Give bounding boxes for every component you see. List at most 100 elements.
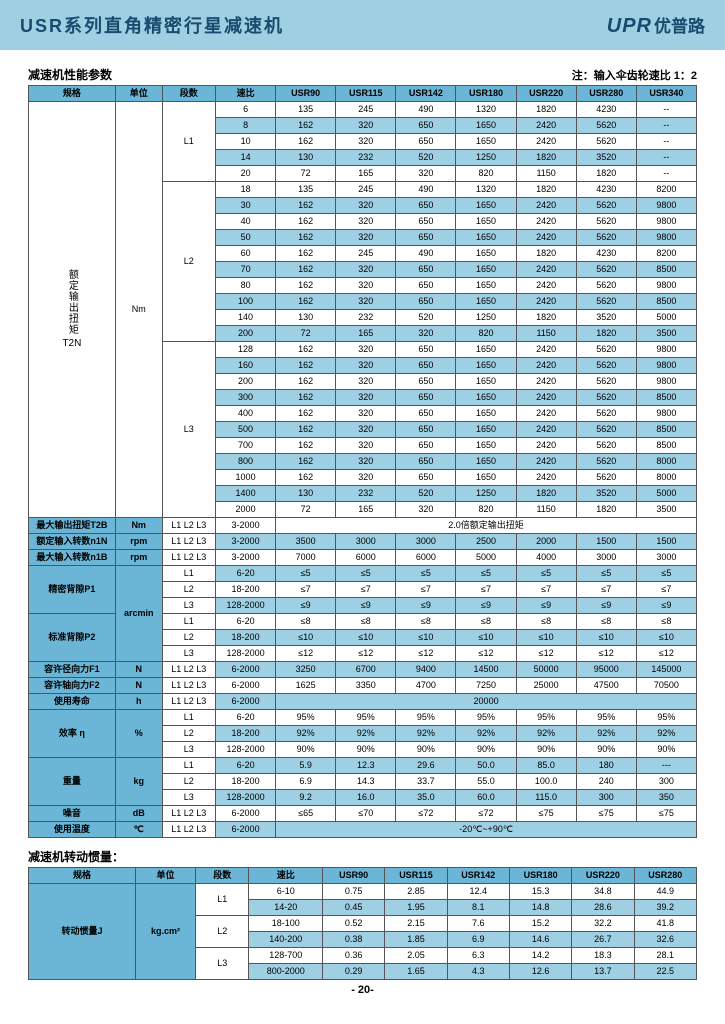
cell: 650 — [396, 118, 456, 134]
cell: 8200 — [636, 246, 696, 262]
cell: 5620 — [576, 454, 636, 470]
cell: ≤7 — [456, 582, 516, 598]
cell: 14 — [216, 150, 276, 166]
cell: 6-20 — [216, 566, 276, 582]
cell: 180 — [576, 758, 636, 774]
cell: 6-2000 — [216, 822, 276, 838]
cell: 6-2000 — [216, 678, 276, 694]
cell: ≤8 — [396, 614, 456, 630]
cell: 90% — [636, 742, 696, 758]
cell: 1250 — [456, 310, 516, 326]
table-row: 使用温度℃L1 L2 L36-2000-20℃~+90℃ — [29, 822, 697, 838]
cell: 0.36 — [322, 948, 384, 964]
segment: L1 L2 L3 — [162, 806, 215, 822]
cell: 95% — [636, 710, 696, 726]
cell: 10 — [216, 134, 276, 150]
cell: 8000 — [636, 470, 696, 486]
cell: ≤10 — [456, 630, 516, 646]
col-header: USR340 — [636, 86, 696, 102]
cell: 6000 — [396, 550, 456, 566]
cell: 520 — [396, 486, 456, 502]
cell: 162 — [276, 406, 336, 422]
cell: ≤5 — [336, 566, 396, 582]
cell: 1320 — [456, 182, 516, 198]
cell: 1.95 — [385, 900, 447, 916]
cell: 320 — [336, 390, 396, 406]
cell: 2420 — [516, 230, 576, 246]
cell: 6.9 — [447, 932, 509, 948]
cell: 320 — [396, 166, 456, 182]
row-label: 最大输入转数n1B — [29, 550, 116, 566]
cell: 1820 — [516, 182, 576, 198]
cell: 0.52 — [322, 916, 384, 932]
cell: 165 — [336, 166, 396, 182]
cell: 400 — [216, 406, 276, 422]
cell: 320 — [336, 454, 396, 470]
cell: 92% — [576, 726, 636, 742]
cell: 2420 — [516, 118, 576, 134]
cell: ≤7 — [636, 582, 696, 598]
cell: 135 — [276, 182, 336, 198]
cell: 1650 — [456, 470, 516, 486]
segment: L1 L2 L3 — [162, 550, 215, 566]
segment: L1 — [162, 614, 215, 630]
cell: 162 — [276, 262, 336, 278]
cell: 3500 — [636, 326, 696, 342]
cell: 200 — [216, 326, 276, 342]
table-row: 规格单位段数速比USR90USR115USR142USR180USR220USR… — [29, 868, 697, 884]
table1-title: 减速机性能参数 — [28, 66, 112, 83]
cell: 1650 — [456, 118, 516, 134]
cell: 5620 — [576, 278, 636, 294]
cell: 320 — [336, 230, 396, 246]
cell: 500 — [216, 422, 276, 438]
cell: -- — [636, 134, 696, 150]
cell: 5620 — [576, 358, 636, 374]
cell: 5620 — [576, 390, 636, 406]
cell: 47500 — [576, 678, 636, 694]
cell: 7.6 — [447, 916, 509, 932]
cell: 200 — [216, 374, 276, 390]
cell: 820 — [456, 326, 516, 342]
cell: 320 — [336, 262, 396, 278]
cell: 5620 — [576, 438, 636, 454]
cell: ≤10 — [576, 630, 636, 646]
col-header: USR220 — [516, 86, 576, 102]
cell: 39.2 — [634, 900, 696, 916]
cell: 2420 — [516, 470, 576, 486]
content: 减速机性能参数 注：输入伞齿轮速比 1：2 规格单位段数速比USR90USR11… — [0, 50, 725, 1006]
cell: ≤12 — [516, 646, 576, 662]
cell: 650 — [396, 342, 456, 358]
page-title: USR系列直角精密行星减速机 — [20, 12, 284, 38]
logo-cn: 优普路 — [654, 12, 705, 37]
cell: 14.6 — [509, 932, 571, 948]
cell: 9800 — [636, 214, 696, 230]
cell: 70 — [216, 262, 276, 278]
cell: 320 — [336, 470, 396, 486]
cell: 6-2000 — [216, 806, 276, 822]
cell: 5.9 — [276, 758, 336, 774]
cell: 5620 — [576, 470, 636, 486]
cell: 320 — [396, 502, 456, 518]
unit: N — [115, 678, 162, 694]
cell: 162 — [276, 118, 336, 134]
segment: L2 — [162, 182, 215, 342]
cell: 3500 — [636, 502, 696, 518]
unit: ℃ — [115, 822, 162, 838]
col-header: 规格 — [29, 868, 136, 884]
cell: 12.3 — [336, 758, 396, 774]
cell: 1650 — [456, 294, 516, 310]
table-row: 噪音dBL1 L2 L36-2000≤65≤70≤72≤72≤75≤75≤75 — [29, 806, 697, 822]
cell: 300 — [216, 390, 276, 406]
cell: 92% — [456, 726, 516, 742]
cell: 650 — [396, 214, 456, 230]
cell: ≤7 — [336, 582, 396, 598]
row-label: 效率 η — [29, 710, 116, 758]
cell: 160 — [216, 358, 276, 374]
cell: 162 — [276, 294, 336, 310]
col-header: 单位 — [135, 868, 195, 884]
table-row: 额定输出扭矩T2NNmL16135245490132018204230-- — [29, 102, 697, 118]
cell: 130 — [276, 486, 336, 502]
cell: 1000 — [216, 470, 276, 486]
cell: 9800 — [636, 198, 696, 214]
cell: 320 — [336, 198, 396, 214]
